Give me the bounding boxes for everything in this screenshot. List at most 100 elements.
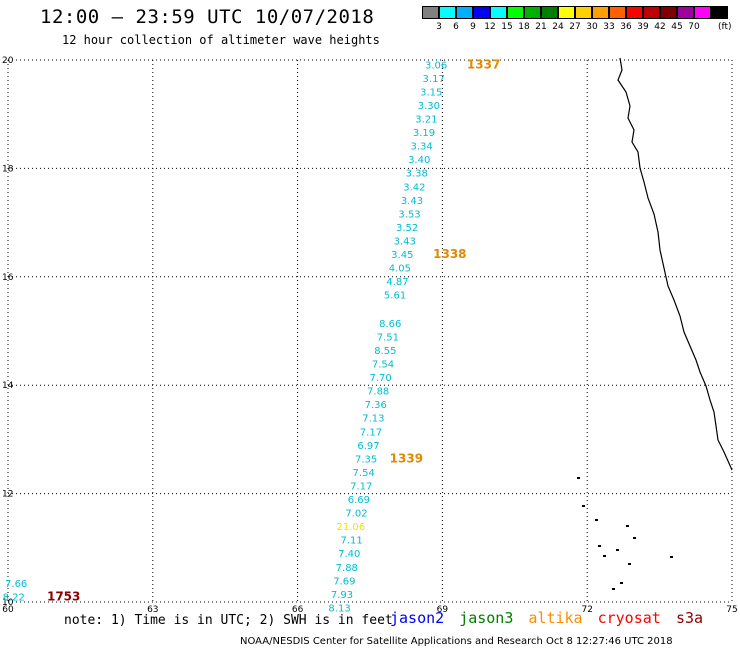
swh-value: 3.43 [394,236,416,247]
pass-number: 1753 [47,590,80,604]
legend-label: 3 [436,22,442,32]
swh-value: 3.52 [396,223,418,234]
swh-value: 8.13 [328,603,350,614]
swh-value: 3.34 [410,142,432,153]
lon-tick-label: 69 [437,605,449,615]
legend-swatch [575,6,592,19]
legend-label: 6 [453,22,459,32]
swh-value: 3.06 [425,60,447,71]
lat-tick-label: 20 [2,56,14,66]
legend-swatch [490,6,507,19]
legend-swatch [677,6,694,19]
pass-number: 1338 [433,247,466,261]
island-mark [620,582,623,584]
swh-value: 5.61 [384,291,406,302]
island-mark [595,519,598,521]
legend-swatch [541,6,558,19]
lat-tick-label: 12 [2,490,13,500]
pass-number: 1339 [390,451,423,465]
swh-value: 3.45 [391,250,413,261]
swh-value: 3.42 [403,182,425,193]
swh-value: 7.70 [369,373,391,384]
swh-value: 3.30 [418,101,440,112]
island-mark [577,477,580,479]
island-mark [582,505,585,507]
legend-swatch [473,6,490,19]
legend-swatch [626,6,643,19]
satellite-name: s3a [676,609,704,627]
coastline-path [617,57,733,471]
swh-value: 8.22 [3,593,25,604]
island-mark [626,525,629,527]
legend-swatch [439,6,456,19]
pass-labels: 1337 1338 1339 1753 [47,57,500,603]
swh-value: 7.13 [362,414,384,425]
swh-value: 7.36 [365,400,387,411]
legend-swatch [558,6,575,19]
swh-value: 3.19 [413,128,435,139]
island-mark [612,588,615,590]
lon-tick-label: 72 [581,605,592,615]
legend-swatch [694,6,711,19]
swh-value: 7.88 [367,387,389,398]
island-mark [628,563,631,565]
legend-label: 33 [603,22,615,32]
swh-value: 3.43 [401,196,423,207]
axis-tick-labels: 60 63 66 69 72 75 10 12 14 16 18 20 [2,56,738,615]
swh-value: 21.06 [337,522,366,533]
legend-label: 36 [620,22,632,32]
island-mark [598,545,601,547]
pass-number: 1337 [467,57,500,71]
swh-value: 3.53 [398,209,420,220]
legend-swatch [507,6,524,19]
legend-label: 24 [552,22,564,32]
legend-swatch [456,6,473,19]
island-mark [603,555,606,557]
units-note: note: 1) Time is in UTC; 2) SWH is in fe… [64,613,393,628]
swh-value: 3.15 [420,87,442,98]
lat-lon-grid [7,59,733,603]
legend-swatch [592,6,609,19]
legend-label: 45 [671,22,683,32]
swh-value: 6.69 [348,495,370,506]
island-mark [616,549,619,551]
map-title: 12:00 – 23:59 UTC 10/07/2018 [40,6,375,28]
swh-value: 7.54 [353,468,375,479]
legend-label: 18 [518,22,530,32]
swh-observations: 3.06 3.17 3.15 3.30 3.21 3.19 3.34 3.40 3.38 3.42… [3,60,448,614]
coastline [577,57,733,590]
satellite-name: altika [528,609,583,627]
legend-swatch [422,6,439,19]
swh-value: 7.66 [5,579,27,590]
swh-value: 7.40 [338,549,360,560]
legend-label: 39 [637,22,649,32]
swh-value: 7.35 [355,454,377,465]
swh-value: 4.87 [386,277,408,288]
lat-tick-label: 18 [2,164,14,174]
swh-value: 7.69 [333,576,355,587]
swh-value: 4.05 [389,264,411,275]
satellite-name: jason3 [459,609,514,627]
island-mark [633,537,636,539]
swh-value: 8.55 [374,346,396,357]
lon-tick-label: 75 [726,605,737,615]
swh-value: 7.11 [340,536,362,547]
swh-value: 7.17 [360,427,382,438]
swh-value: 6.97 [357,441,379,452]
legend-label: 42 [654,22,666,32]
swh-value: 8.66 [379,319,401,330]
island-mark [670,556,673,558]
legend-label: 21 [535,22,547,32]
swh-value: 7.54 [372,360,394,371]
legend-swatch [660,6,677,19]
swh-value: 7.51 [377,332,399,343]
legend-label: 27 [569,22,581,32]
legend-swatch [609,6,626,19]
satellite-name: jason2 [390,609,445,627]
map-subtitle: 12 hour collection of altimeter wave hei… [62,33,380,47]
swh-value: 7.02 [345,509,367,520]
swh-value: 7.93 [331,590,353,601]
lon-tick-label: 60 [2,605,14,615]
lon-tick-label: 63 [147,605,158,615]
